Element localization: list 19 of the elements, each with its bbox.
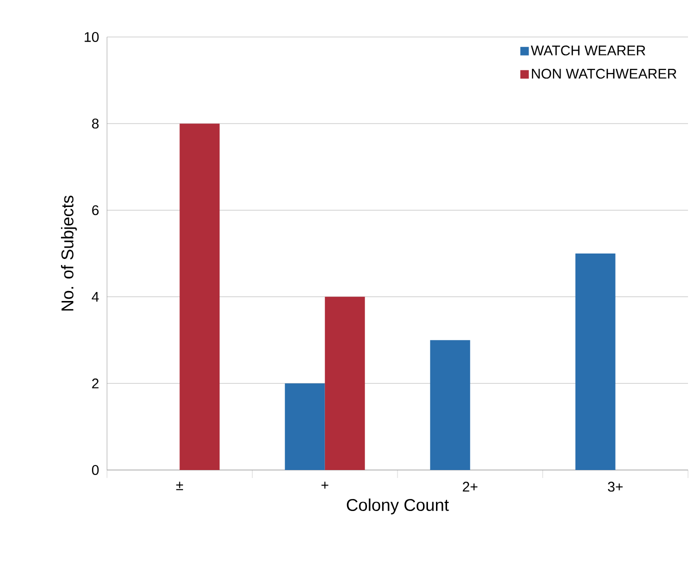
- bar: [575, 253, 616, 470]
- x-tick-label: 3+: [608, 482, 623, 492]
- bar: [180, 124, 220, 470]
- y-tick-label: 0: [92, 465, 99, 475]
- x-tick-label: +: [321, 482, 328, 489]
- legend-label: WATCH WEARER: [530, 46, 646, 56]
- bar: [324, 296, 365, 470]
- y-axis-title: No. of Subjects: [60, 196, 77, 311]
- x-tick-label: 2+: [462, 482, 478, 492]
- y-tick-label: 6: [92, 205, 99, 216]
- bar: [430, 340, 470, 470]
- x-tick-label: ±: [176, 482, 184, 490]
- legend-label: NON WATCHWEARER: [532, 68, 676, 79]
- bar: [284, 383, 325, 470]
- y-tick-label: 10: [84, 32, 99, 42]
- y-tick-label: 2: [92, 378, 99, 388]
- x-axis-title: Colony Count: [346, 498, 449, 514]
- y-tick-label: 4: [92, 292, 99, 302]
- y-tick-label: 8: [92, 118, 99, 129]
